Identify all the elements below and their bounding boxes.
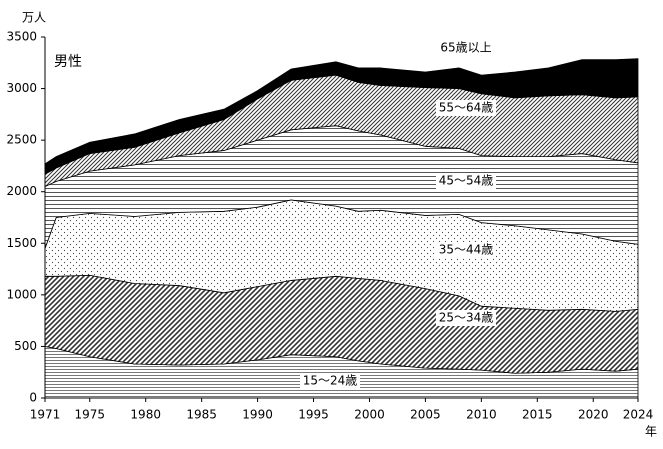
x-tick-label: 1980 xyxy=(130,408,161,422)
x-tick-label: 2020 xyxy=(578,408,609,422)
x-tick-label: 2000 xyxy=(354,408,385,422)
x-tick-label: 2010 xyxy=(466,408,497,422)
y-tick-label: 2500 xyxy=(6,133,37,147)
x-tick-label: 1971 xyxy=(30,408,61,422)
y-tick-label: 1000 xyxy=(6,287,37,301)
series-label: 45～54歳 xyxy=(439,174,494,188)
series-label-group: 55～64歳 xyxy=(436,100,496,116)
series-label-group: 25～34歳 xyxy=(436,310,496,326)
label-bg xyxy=(300,373,360,389)
series-label: 15～24歳 xyxy=(303,374,358,388)
y-tick-label: 0 xyxy=(29,391,37,405)
x-tick-label: 1975 xyxy=(74,408,105,422)
series-label-group: 15～24歳 xyxy=(300,373,360,389)
area xyxy=(44,58,639,175)
label-bg xyxy=(436,242,496,258)
label-bg xyxy=(436,173,496,189)
annotation: 男性 xyxy=(54,54,82,70)
y-tick-label: 1500 xyxy=(6,236,37,250)
y-tick-label: 3000 xyxy=(6,81,37,95)
x-tick-label: 1985 xyxy=(186,408,217,422)
x-tick-label: 2024 xyxy=(623,408,654,422)
label-bg xyxy=(436,100,496,116)
series-label: 65歳以上 xyxy=(440,41,491,55)
y-axis-label: 万人 xyxy=(22,11,46,25)
series-label: 55～64歳 xyxy=(439,101,494,115)
series-label-group: 65歳以上 xyxy=(440,41,491,55)
x-tick-label: 2015 xyxy=(522,408,553,422)
y-tick-label: 500 xyxy=(14,339,37,353)
series-label-group: 45～54歳 xyxy=(436,173,496,189)
y-tick-label: 2000 xyxy=(6,184,37,198)
label-bg xyxy=(436,310,496,326)
series-label: 35～44歳 xyxy=(439,243,494,257)
y-tick-label: 3500 xyxy=(6,30,37,44)
series-label: 25～34歳 xyxy=(439,311,494,325)
x-axis-label: 年 xyxy=(645,425,657,439)
x-tick-label: 1990 xyxy=(242,408,273,422)
x-tick-label: 2005 xyxy=(410,408,441,422)
x-tick-label: 1995 xyxy=(298,408,329,422)
series-label-group: 35～44歳 xyxy=(436,242,496,258)
